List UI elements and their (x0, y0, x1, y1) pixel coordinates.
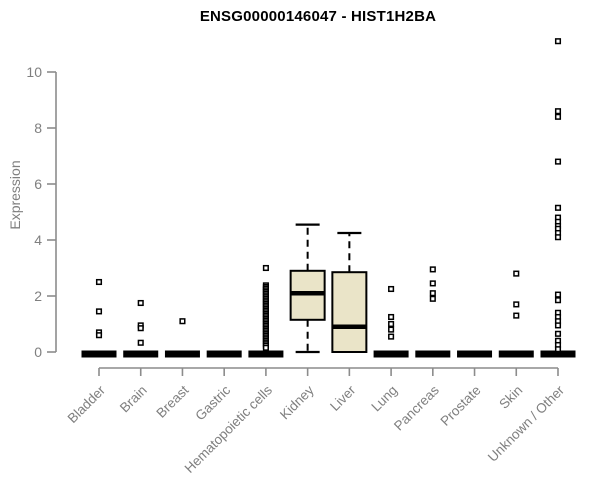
x-category-label: Prostate (438, 383, 484, 429)
outlier-point (95, 278, 103, 286)
iqr-box (331, 271, 368, 354)
box-prostate (457, 350, 493, 358)
outlier-point (554, 346, 562, 353)
outlier-point (388, 285, 395, 293)
outlier-point (513, 301, 520, 308)
box-gastric (206, 350, 242, 358)
y-tick-label: 4 (34, 232, 42, 248)
outlier-point (137, 325, 144, 332)
outlier-point (554, 158, 562, 165)
outlier-point (95, 332, 103, 339)
chart-title: ENSG00000146047 - HIST1H2BA (199, 8, 437, 25)
outlier-point (388, 313, 395, 321)
collapsed-box (206, 350, 242, 358)
x-category-label: Skin (496, 383, 525, 412)
outlier-point (429, 290, 436, 297)
x-category-label: Lung (368, 383, 400, 415)
outlier-point (137, 299, 144, 307)
outlier-point (388, 320, 395, 328)
outlier-point (554, 38, 562, 45)
collapsed-box (540, 350, 576, 358)
collapsed-box (457, 350, 493, 358)
outlier-point (262, 344, 269, 351)
box-unknown-other (540, 38, 576, 358)
outlier-point (95, 308, 103, 315)
outlier-point (554, 297, 562, 304)
y-tick-label: 2 (34, 288, 42, 304)
x-category-label: Pancreas (391, 382, 442, 433)
box-brain (123, 299, 159, 358)
collapsed-box (81, 350, 117, 358)
outlier-point (137, 339, 144, 346)
x-category-label: Breast (153, 382, 191, 420)
outlier-point (554, 204, 562, 211)
y-tick-label: 6 (34, 176, 42, 192)
collapsed-box (498, 350, 534, 358)
outlier-point (388, 326, 395, 333)
y-tick-label: 8 (34, 120, 42, 136)
x-category-label: Kidney (277, 382, 317, 422)
outlier-point (262, 264, 269, 272)
box-hematopoietic-cells (248, 264, 284, 358)
collapsed-box (164, 350, 200, 358)
box-bladder (81, 278, 117, 358)
outlier-point (554, 108, 562, 115)
collapsed-box (248, 350, 284, 358)
outlier-point (429, 266, 436, 273)
box-pancreas (415, 266, 451, 358)
outlier-point (513, 270, 520, 277)
collapsed-box (373, 350, 409, 358)
outlier-point (554, 322, 562, 329)
outlier-point (388, 333, 395, 340)
y-tick-label: 0 (34, 344, 42, 360)
x-category-label: Unknown / Other (485, 382, 568, 465)
x-category-label: Brain (117, 383, 150, 416)
y-axis: 0 2 4 6 8 10 (26, 64, 57, 360)
x-category-label: Gastric (192, 382, 233, 423)
outlier-point (179, 318, 186, 325)
x-category-label: Liver (327, 382, 359, 414)
box-lung (373, 285, 409, 358)
outlier-point (554, 330, 562, 337)
collapsed-box (123, 350, 159, 358)
outlier-point (554, 113, 562, 120)
outlier-point (554, 234, 562, 241)
outlier-point (554, 291, 562, 298)
box-breast (164, 318, 200, 358)
y-tick-label: 10 (26, 64, 42, 80)
outlier-point (513, 312, 520, 319)
box-liver (331, 231, 368, 354)
outlier-point (429, 280, 436, 287)
box-skin (498, 270, 534, 358)
collapsed-box (415, 350, 451, 358)
x-category-label: Bladder (65, 382, 109, 426)
box-kidney (289, 223, 326, 354)
outlier-point (429, 295, 436, 302)
